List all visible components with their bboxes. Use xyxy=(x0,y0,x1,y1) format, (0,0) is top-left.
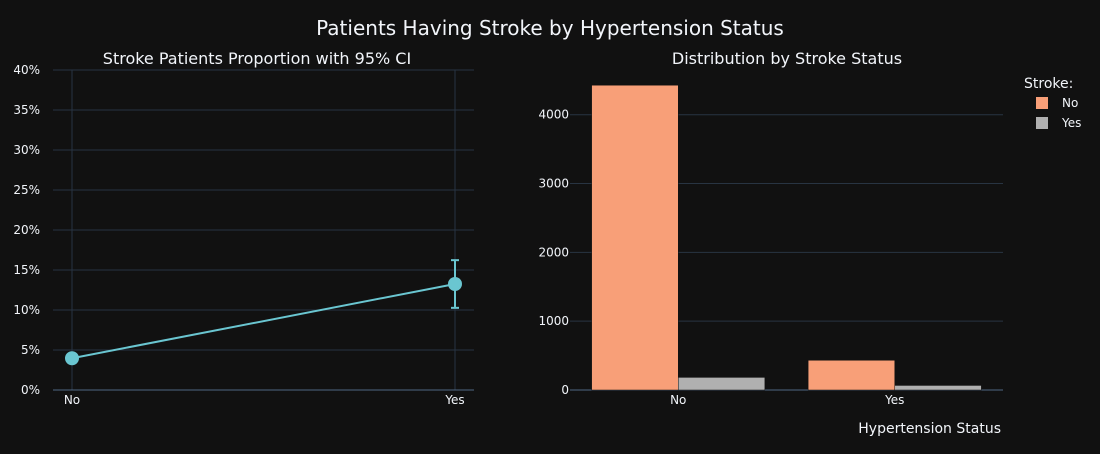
y-tick-label: 35% xyxy=(13,103,40,117)
bar-stroke-no xyxy=(591,84,679,391)
y-tick-label: 1000 xyxy=(538,314,569,328)
distribution-marks xyxy=(591,84,982,391)
legend-title: Stroke: xyxy=(1024,76,1073,92)
legend-swatch-no xyxy=(1036,97,1048,109)
proportion-chart: Stroke Patients Proportion with 95% CI 0… xyxy=(13,49,474,407)
y-tick-label: 0% xyxy=(21,383,40,397)
x-tick-label: No xyxy=(64,393,80,407)
y-tick-label: 3000 xyxy=(538,177,569,191)
y-tick-label: 15% xyxy=(13,263,40,277)
legend-label-yes: Yes xyxy=(1061,116,1081,130)
x-tick-label: Yes xyxy=(444,393,464,407)
y-tick-label: 2000 xyxy=(538,245,569,259)
legend-label-no: No xyxy=(1062,96,1078,110)
y-tick-label: 25% xyxy=(13,183,40,197)
proportion-chart-title: Stroke Patients Proportion with 95% CI xyxy=(103,49,411,68)
y-tick-label: 40% xyxy=(13,63,40,77)
y-tick-label: 10% xyxy=(13,303,40,317)
proportion-grid: 0% 5% 10% 15% 20% 25% 30% 35% 40% No Yes xyxy=(13,63,474,407)
main-title: Patients Having Stroke by Hypertension S… xyxy=(316,16,784,40)
proportion-marks xyxy=(65,259,462,366)
bar-stroke-no xyxy=(807,360,896,391)
proportion-point xyxy=(65,351,79,366)
distribution-chart: Distribution by Stroke Status 0 1000 2000 3… xyxy=(538,49,1003,437)
y-tick-label: 30% xyxy=(13,143,40,157)
x-axis-title: Hypertension Status xyxy=(858,421,1001,437)
legend: Stroke: No Yes xyxy=(1024,76,1081,130)
x-tick-label: No xyxy=(670,393,686,407)
y-tick-label: 20% xyxy=(13,223,40,237)
bar-stroke-yes xyxy=(678,377,766,391)
y-tick-label: 4000 xyxy=(538,108,569,122)
bar-stroke-yes xyxy=(894,385,982,391)
proportion-point xyxy=(448,277,462,291)
y-tick-label: 0 xyxy=(561,383,569,397)
x-tick-label: Yes xyxy=(884,393,904,407)
proportion-line xyxy=(71,283,456,360)
distribution-chart-title: Distribution by Stroke Status xyxy=(672,49,902,68)
y-tick-label: 5% xyxy=(21,343,40,357)
legend-swatch-yes xyxy=(1036,117,1048,129)
